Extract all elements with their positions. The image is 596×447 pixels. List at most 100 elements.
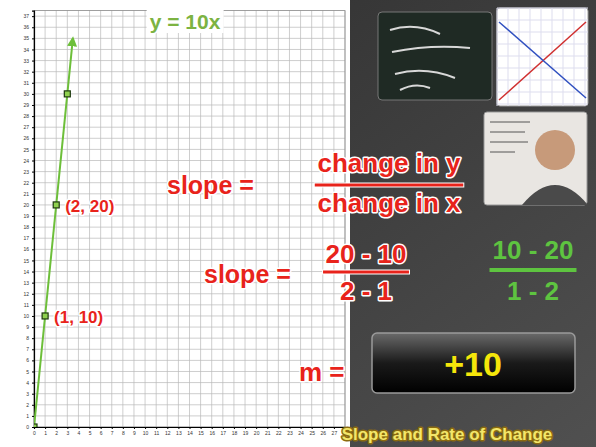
y-tick-label: 2 <box>26 402 29 408</box>
step-numerator: 20 - 10 <box>326 239 407 269</box>
grid-line <box>34 71 345 72</box>
y-tick: 2 <box>26 402 34 408</box>
y-tick-label: 34 <box>23 47 29 53</box>
x-tick: 22 <box>276 427 282 436</box>
y-tick-label: 26 <box>23 135 29 141</box>
x-tick: 12 <box>165 427 171 436</box>
grid-line <box>289 11 290 427</box>
y-tick-mark <box>32 27 34 28</box>
y-tick: 0 <box>26 424 34 430</box>
y-tick-label: 30 <box>23 91 29 97</box>
y-tick-label: 19 <box>23 213 29 219</box>
x-tick-label: 8 <box>122 430 125 436</box>
grid-line <box>34 393 345 394</box>
grid-line <box>245 11 246 427</box>
grid-line <box>34 404 345 405</box>
y-tick: 15 <box>23 258 34 264</box>
x-tick: 16 <box>209 427 215 436</box>
point-annotation: (2, 20) <box>65 197 114 216</box>
graph-picture <box>497 8 588 106</box>
y-tick-mark <box>32 316 34 317</box>
y-tick: 37 <box>23 13 34 19</box>
y-tick: 32 <box>23 69 34 75</box>
picture-grid <box>497 92 588 93</box>
x-tick: 0 <box>33 427 36 436</box>
y-tick-label: 32 <box>23 69 29 75</box>
y-tick: 18 <box>23 224 34 230</box>
y-axis-line <box>32 11 35 427</box>
picture-line <box>499 22 586 100</box>
y-tick-label: 9 <box>26 324 29 330</box>
y-tick: 4 <box>26 380 34 386</box>
grid-line <box>133 11 134 427</box>
grid-line <box>267 11 268 427</box>
y-tick-label: 14 <box>23 269 29 275</box>
grid-line <box>34 227 345 228</box>
y-tick-mark <box>32 327 34 328</box>
y-tick-mark <box>32 16 34 17</box>
x-tick-label: 27 <box>332 430 338 436</box>
y-tick: 20 <box>23 202 34 208</box>
y-tick: 1 <box>26 413 34 419</box>
y-tick-label: 6 <box>26 357 29 363</box>
y-tick: 11 <box>24 302 34 308</box>
x-tick: 15 <box>198 427 204 436</box>
y-tick-mark <box>32 205 34 206</box>
title-patch <box>147 10 224 33</box>
y-tick-label: 15 <box>23 258 29 264</box>
y-tick: 27 <box>23 124 34 130</box>
x-tick-label: 20 <box>254 430 260 436</box>
step-denominator: 2 - 1 <box>340 276 392 306</box>
picture-grid <box>497 8 498 106</box>
y-tick-label: 23 <box>23 169 29 175</box>
y-tick-mark <box>32 416 34 417</box>
grid-line <box>34 149 345 150</box>
grid-line <box>34 249 345 250</box>
y-tick-mark <box>32 183 34 184</box>
y-tick-mark <box>32 83 34 84</box>
y-tick-mark <box>32 149 34 150</box>
y-tick-mark <box>32 216 34 217</box>
x-tick-label: 14 <box>187 430 193 436</box>
y-tick: 35 <box>23 35 34 41</box>
x-tick: 26 <box>321 427 327 436</box>
formula-label: slope = <box>167 171 254 199</box>
slide-background <box>0 0 596 447</box>
grid-line <box>34 60 345 61</box>
chart-title: y = 10x <box>150 10 221 33</box>
y-tick-label: 12 <box>23 291 29 297</box>
chalk-stroke <box>400 85 430 90</box>
x-tick-label: 2 <box>55 430 58 436</box>
y-tick-mark <box>32 338 34 339</box>
x-tick-label: 12 <box>165 430 171 436</box>
y-tick: 8 <box>26 335 34 341</box>
y-tick-label: 24 <box>23 158 29 164</box>
grid-line <box>34 93 345 94</box>
grid-line <box>122 11 123 427</box>
x-tick: 10 <box>143 427 149 436</box>
grid-line <box>34 38 345 39</box>
y-tick-mark <box>32 72 34 73</box>
grid-line <box>167 11 168 427</box>
grid-line <box>89 11 90 427</box>
point-annotation: (1, 10) <box>54 308 103 327</box>
x-tick-label: 25 <box>309 430 315 436</box>
y-tick: 23 <box>23 169 34 175</box>
y-tick: 34 <box>23 47 34 53</box>
x-tick-label: 21 <box>265 430 271 436</box>
y-tick-label: 16 <box>23 246 29 252</box>
result-value: +10 <box>444 345 502 383</box>
x-tick-label: 19 <box>243 430 249 436</box>
grid-line <box>156 11 157 427</box>
picture-grid <box>574 8 575 106</box>
y-tick-mark <box>32 272 34 273</box>
formula-denominator: change in x <box>317 188 461 218</box>
grid-line <box>178 11 179 427</box>
picture-line <box>499 22 586 98</box>
y-tick-label: 0 <box>26 424 29 430</box>
y-tick: 24 <box>23 158 34 164</box>
y-tick: 17 <box>23 235 34 241</box>
y-tick: 29 <box>23 102 34 108</box>
x-tick: 17 <box>221 427 227 436</box>
result-label: m = <box>299 357 345 387</box>
